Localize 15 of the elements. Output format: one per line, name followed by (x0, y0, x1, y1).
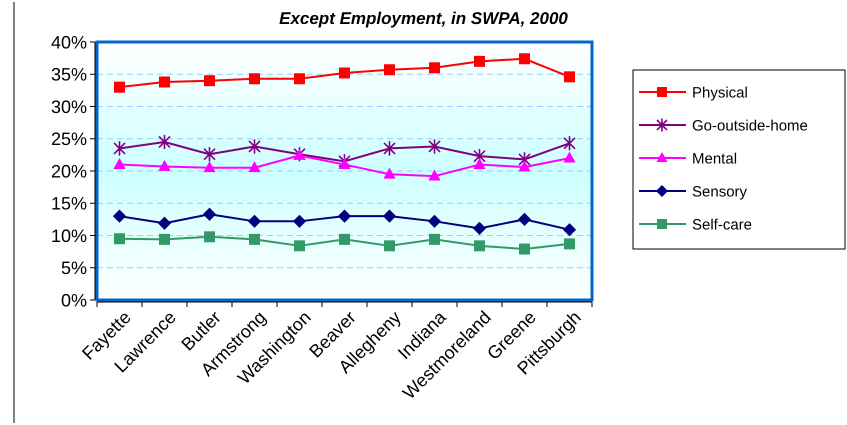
legend-label: Mental (692, 150, 738, 168)
y-tick-label: 5% (60, 258, 87, 278)
y-tick-label: 40% (50, 32, 87, 52)
legend-label: Go-outside-home (692, 117, 808, 134)
chart-title: Except Employment, in SWPA, 2000 (279, 9, 568, 28)
legend-label: Physical (692, 84, 748, 102)
y-tick-label: 15% (50, 194, 87, 214)
legend-label: Self-care (692, 216, 752, 234)
y-tick-label: 0% (60, 290, 87, 310)
y-tick-label: 10% (50, 226, 87, 246)
y-tick-label: 25% (50, 129, 87, 150)
y-tick-label: 20% (50, 161, 87, 182)
legend-label: Sensory (692, 183, 748, 200)
y-tick-label: 35% (50, 64, 87, 85)
y-tick-label: 30% (50, 96, 87, 117)
